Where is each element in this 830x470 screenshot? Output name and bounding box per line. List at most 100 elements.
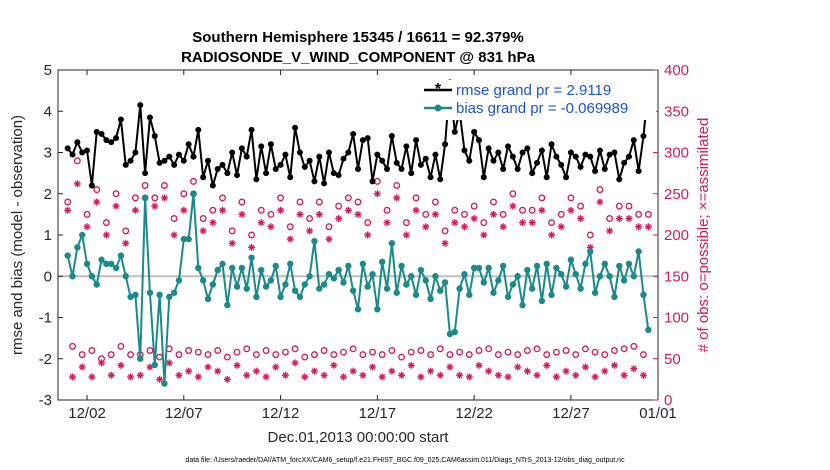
legend-rmse-marker: * [435,81,442,98]
obs-assimilated-point [325,235,333,243]
rmse-point [403,143,410,150]
rmse-point [466,157,473,164]
bias-point [630,273,638,280]
obs-possible-point [64,198,72,206]
obs-assimilated-point [243,371,251,379]
obs-possible-point [417,347,425,354]
bias-point [88,273,96,280]
obs-possible-point [596,186,604,194]
obs-assimilated-point [436,371,444,379]
obs-possible-point [204,351,212,359]
obs-assimilated-point [620,371,628,379]
bias-point [127,293,134,301]
obs-assimilated-point [606,227,614,235]
bias-point [345,262,352,270]
rmse-point [534,159,541,166]
obs-assimilated-point [441,239,449,247]
bias-point [524,266,531,274]
rmse-point [413,137,420,144]
rmse-point [98,130,105,137]
obs-assimilated-point [214,367,222,375]
rmse-point [69,151,76,158]
obs-assimilated-point [102,231,110,239]
rmse-point [117,116,124,123]
obs-possible-point [301,353,309,361]
bias-point [103,260,110,268]
bias-point [262,283,270,290]
obs-possible-point [141,182,149,189]
rmse-point [509,153,516,160]
rmse-point [548,141,555,148]
obs-possible-point [233,348,241,356]
obs-possible-point [161,182,168,189]
obs-possible-point [509,190,517,198]
obs-assimilated-point [262,373,270,381]
obs-assimilated-point [407,361,415,369]
bias-point [495,277,502,284]
obs-assimilated-point [339,373,347,381]
obs-assimilated-point [330,361,338,369]
obs-assimilated-point [286,235,294,243]
obs-assimilated-point [175,371,183,379]
rmse-point [432,151,439,158]
y-axis-left-label: rmse and bias (model - observation) [9,115,26,355]
rmse-point [480,174,487,181]
rmse-point [451,128,458,135]
obs-possible-point [127,351,135,359]
bias-point [514,273,521,280]
bias-point [267,277,275,284]
bias-point [611,293,618,301]
x-tick-label: 12/02 [68,405,106,422]
obs-possible-point [107,351,115,359]
bias-point [296,293,304,301]
bias-point [374,306,381,313]
bias-point [170,289,178,296]
bias-point [349,287,357,294]
obs-assimilated-point [151,202,159,210]
obs-assimilated-point [596,198,604,206]
rmse-point [335,172,342,179]
y-right-tick-label: 100 [664,310,689,327]
obs-possible-point [291,345,299,353]
obs-possible-point [431,198,439,206]
obs-assimilated-point [393,194,401,202]
bias-point [640,291,647,299]
obs-possible-point [475,347,483,354]
bias-point [199,277,207,284]
obs-possible-point [461,210,468,218]
obs-assimilated-point [485,367,493,375]
obs-assimilated-point [475,361,483,369]
rmse-point [475,137,482,144]
rmse-point [379,157,386,164]
obs-possible-point [286,223,294,231]
obs-assimilated-point [170,231,178,239]
obs-assimilated-point [146,363,154,371]
obs-assimilated-point [567,206,575,214]
bias-point [606,273,613,280]
bias-point [490,289,497,296]
rmse-point [253,176,260,183]
y-right-tick-label: 400 [664,62,689,79]
obs-assimilated-point [320,371,328,379]
obs-assimilated-point [219,206,227,214]
bias-point [195,264,202,272]
obs-possible-point [611,347,618,354]
data-file-footnote: data file: /Users/raeder/DAI/ATM_forcXX/… [185,457,625,464]
bias-point [316,285,323,292]
obs-possible-point [514,351,522,359]
bias-point [141,194,149,202]
bias-point [248,254,255,261]
obs-possible-point [69,342,76,350]
bias-point [166,293,173,301]
x-axis-label: Dec.01,2013 00:00:00 start [268,429,450,446]
obs-possible-point [490,198,497,206]
rmse-point [190,153,197,160]
bias-point [437,287,444,294]
rmse-point [592,168,599,175]
obs-possible-point [194,348,202,356]
obs-possible-point [572,351,580,359]
bias-point [224,301,231,309]
bias-point [69,273,76,280]
y-left-tick-label: 3 [44,145,52,162]
obs-assimilated-point [431,210,439,218]
